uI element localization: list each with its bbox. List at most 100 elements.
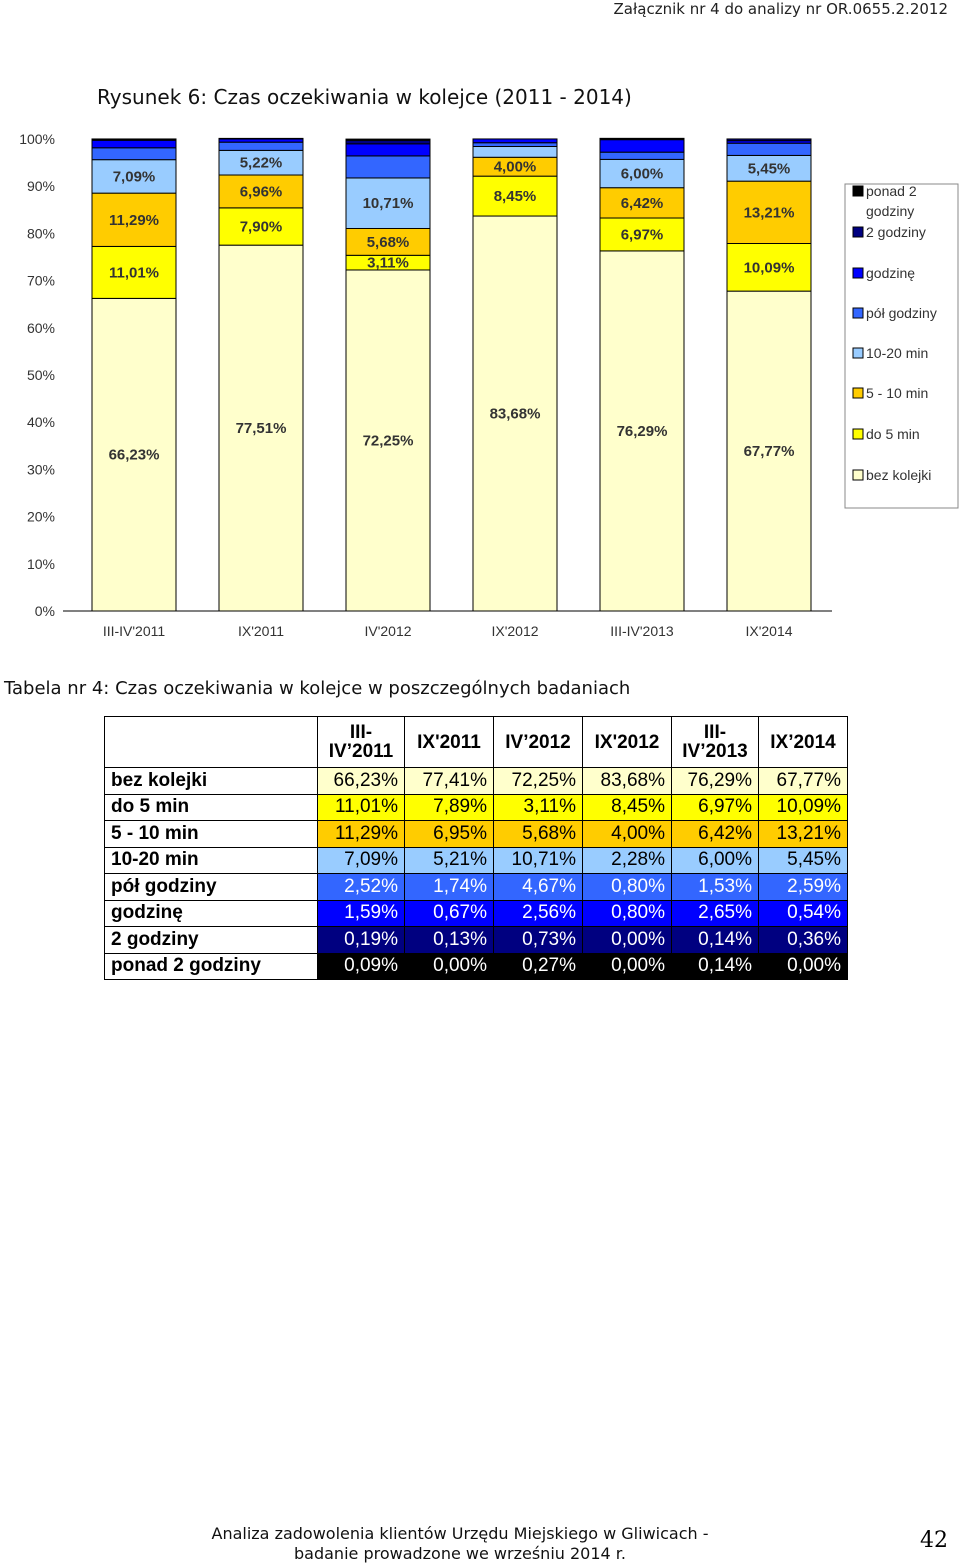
table-row: do 5 min 11,01% 7,89% 3,11% 8,45% 6,97% 10,09% (104, 793, 848, 821)
y-tick-label: 90% (27, 178, 55, 194)
waiting-time-table: III- IV’2011 IX'2011 IV’2012 IX'2012 III- IV’2… (104, 716, 848, 980)
table-cell: 0,80% (582, 899, 672, 927)
x-tick-label: IX'2014 (745, 623, 792, 639)
bar-segment (345, 227, 431, 256)
bar-segment (726, 290, 812, 612)
bar-segment (599, 217, 685, 252)
data-label: 5,22% (240, 155, 283, 172)
row-label: 2 godziny (104, 926, 318, 954)
table-cell: 0,54% (758, 899, 848, 927)
table-cell: 0,36% (758, 926, 848, 954)
bar-segment (472, 175, 558, 217)
bar-segment (345, 177, 431, 229)
y-tick-label: 100% (19, 131, 55, 147)
bar-segment (218, 149, 304, 176)
y-tick-label: 10% (27, 556, 55, 572)
table-cell: 0,00% (582, 952, 672, 980)
bar-segment (472, 215, 558, 612)
figure-title: Rysunek 6: Czas oczekiwania w kolejce (2… (97, 85, 632, 109)
legend-swatch (852, 469, 864, 481)
row-label: do 5 min (104, 793, 318, 821)
table-cell: 83,68% (582, 767, 672, 795)
bar-segment (599, 137, 685, 140)
legend-label: ponad 2 godziny (866, 183, 917, 219)
data-label: 6,96% (240, 183, 283, 200)
data-label: 7,90% (240, 219, 283, 236)
table-cell: 6,97% (671, 793, 759, 821)
bar-segment (726, 138, 812, 142)
table-body: bez kolejki 66,23% 77,41% 72,25% 83,68% 76,29… (104, 767, 848, 980)
data-label: 77,51% (236, 420, 287, 437)
data-label: 4,00% (494, 159, 537, 176)
bar-segment (91, 147, 177, 161)
legend-swatch (852, 307, 864, 319)
footer-line-2: badanie prowadzone we wrześniu 2014 r. (294, 1544, 626, 1563)
data-label: 3,11% (367, 255, 409, 272)
legend-label: 5 - 10 min (866, 385, 928, 401)
bar-segment (218, 174, 304, 209)
y-tick-label: 80% (27, 225, 55, 241)
legend-label: do 5 min (866, 426, 920, 442)
table-cell: 2,65% (671, 899, 759, 927)
table-cell: 66,23% (317, 767, 405, 795)
table-cell: 6,00% (671, 846, 759, 874)
table-cell: 0,14% (671, 926, 759, 954)
y-tick-label: 60% (27, 320, 55, 336)
bar-segment (345, 138, 431, 141)
row-label: 10-20 min (104, 846, 318, 874)
data-label: 6,42% (621, 195, 664, 212)
x-tick-label: IX'2011 (238, 623, 284, 639)
data-label: 10,09% (744, 259, 795, 276)
table-cell: 0,67% (404, 899, 494, 927)
bar-segment (345, 143, 431, 157)
table-cell: 13,21% (758, 820, 848, 848)
row-label: pół godziny (104, 873, 318, 901)
bar-segment (91, 159, 177, 194)
table-cell: 0,14% (671, 952, 759, 980)
row-label: ponad 2 godziny (104, 952, 318, 980)
table-cell: 5,68% (493, 820, 583, 848)
table-cell: 67,77% (758, 767, 848, 795)
bar-segment (345, 269, 431, 612)
table-cell: 0,00% (758, 952, 848, 980)
table-cell: 7,89% (404, 793, 494, 821)
legend-swatch (852, 185, 864, 197)
legend-label: godzinę (866, 265, 915, 281)
legend-swatch (852, 267, 864, 279)
table-row: pół godziny 2,52% 1,74% 4,67% 0,80% 1,53% 2,59… (104, 873, 848, 901)
data-label: 67,77% (744, 443, 795, 460)
annex-header: Załącznik nr 4 do analizy nr OR.0655.2.2… (613, 0, 948, 18)
y-tick-label: 20% (27, 509, 55, 525)
table-row: bez kolejki 66,23% 77,41% 72,25% 83,68% 76,29… (104, 767, 848, 795)
data-label: 6,97% (621, 226, 664, 243)
table-cell: 0,80% (582, 873, 672, 901)
table-cell: 0,13% (404, 926, 494, 954)
table-cell: 11,01% (317, 793, 405, 821)
data-label: 83,68% (490, 406, 541, 423)
row-label: godzinę (104, 899, 318, 927)
table-cell: 0,00% (404, 952, 494, 980)
table-cell: 6,42% (671, 820, 759, 848)
table-cell: 2,28% (582, 846, 672, 874)
column-header: IX'2011 (404, 716, 494, 768)
bar-segment (726, 142, 812, 156)
data-label: 13,21% (744, 204, 795, 221)
legend-label: 2 godziny (866, 224, 926, 240)
data-label: 8,45% (494, 188, 537, 205)
chart-bars: 66,23% 11,01% 11,29% 7,09% 77,51% 7,90% 6,96% 5… (91, 137, 812, 612)
table-cell: 10,71% (493, 846, 583, 874)
table-cell: 72,25% (493, 767, 583, 795)
table-cell: 0,19% (317, 926, 405, 954)
bar-segment (91, 139, 177, 149)
data-label: 6,00% (621, 166, 664, 183)
table-cell: 11,29% (317, 820, 405, 848)
table-row: 2 godziny 0,19% 0,13% 0,73% 0,00% 0,14% 0,36% (104, 926, 848, 954)
bar-segment (726, 243, 812, 292)
table-cell: 77,41% (404, 767, 494, 795)
table-row: 10-20 min 7,09% 5,21% 10,71% 2,28% 6,00% 5,45% (104, 846, 848, 874)
page-footer: Analiza zadowolenia klientów Urzędu Miej… (190, 1524, 730, 1564)
bar-segment (218, 137, 304, 140)
table-corner-cell (104, 716, 318, 768)
bar-segment (345, 155, 431, 179)
row-label: bez kolejki (104, 767, 318, 795)
